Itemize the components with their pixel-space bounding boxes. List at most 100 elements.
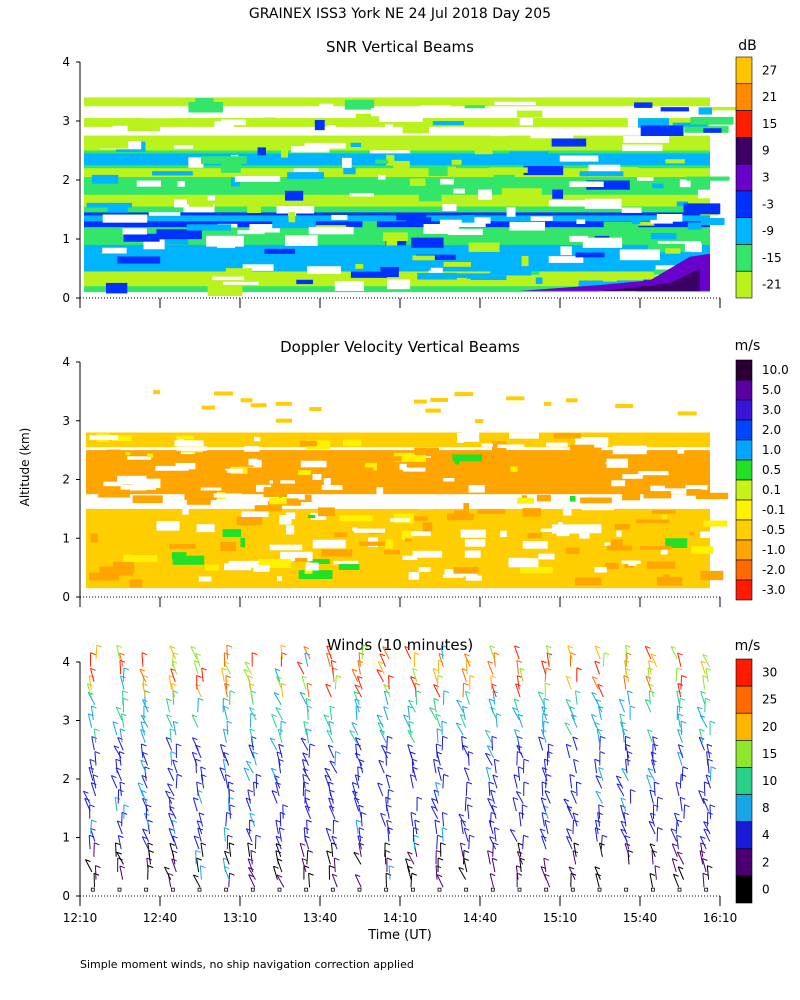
wind-barb: [141, 775, 148, 789]
wind-barb: [513, 729, 520, 743]
wind-barb-flag: [702, 653, 708, 657]
wind-barb-flag: [249, 812, 255, 816]
wind-barb: [512, 707, 520, 721]
wind-barb: [142, 798, 149, 812]
velocity-cell: [703, 520, 728, 527]
velocity-cell: [176, 435, 195, 440]
velocity-cell: [309, 407, 322, 412]
wind-barb: [141, 836, 149, 850]
snr-cell: [188, 101, 223, 113]
wind-barb-flag: [514, 728, 520, 732]
wind-barb-flag: [93, 872, 100, 876]
snr-cell: [548, 200, 588, 207]
snr-colorbar-label: -15: [762, 251, 782, 265]
wind-barb-flag: [195, 849, 201, 853]
wind-colorbar-swatch: [735, 848, 753, 877]
wind-barb-flag: [645, 645, 651, 649]
wind-barb-flag: [566, 675, 572, 679]
wind-barb: [140, 759, 147, 774]
wind-barb-flag: [243, 669, 249, 672]
snr-cell: [380, 266, 399, 278]
snr-cell: [690, 116, 734, 125]
wind-barb: [248, 707, 257, 721]
velocity-cell: [565, 398, 578, 403]
wind-barb: [621, 768, 629, 781]
wind-barb-flag: [308, 872, 314, 876]
wind-barb-flag: [463, 849, 470, 853]
wind-barb: [379, 729, 387, 743]
snr-cell: [523, 165, 564, 176]
snr-cell: [370, 108, 412, 117]
snr-cell: [189, 200, 214, 207]
wind-barb-flag: [91, 705, 97, 709]
wind-barb: [219, 744, 225, 759]
wind-barb: [573, 759, 577, 774]
wind-barb-flag: [624, 835, 631, 839]
snr-colorbar-label: 21: [762, 90, 777, 104]
snr-cell: [122, 228, 148, 235]
wind-barb-flag: [137, 782, 144, 786]
snr-cell: [509, 221, 546, 231]
wind-barb: [436, 835, 438, 850]
wind-barb-flag: [413, 834, 419, 838]
snr-colorbar-swatch: [735, 56, 753, 85]
wind-barb-flag: [709, 804, 716, 808]
wind-barb-flag: [469, 834, 475, 838]
wind-x-tick-label: 13:10: [223, 911, 258, 925]
snr-cell: [489, 167, 528, 173]
wind-barb: [113, 745, 122, 759]
velocity-cell: [406, 498, 413, 505]
wind-barb: [280, 683, 284, 698]
wind-barb: [433, 684, 441, 698]
velocity-cell: [427, 476, 442, 484]
wind-barb-flag: [270, 737, 276, 741]
snr-cell: [296, 279, 313, 285]
velocity-cell: [220, 541, 237, 552]
snr-cell: [586, 180, 630, 190]
velocity-cell: [299, 440, 318, 447]
snr-cell: [569, 235, 588, 242]
snr-colorbar-swatch: [735, 244, 753, 272]
snr-cell: [350, 271, 387, 278]
wind-barb: [302, 768, 311, 781]
wind-barb-flag: [383, 706, 389, 710]
wind-barb: [300, 737, 309, 751]
velocity-cell: [685, 485, 708, 490]
snr-cell: [123, 233, 160, 242]
wind-barb-flag: [196, 675, 202, 678]
vel-y-tick-label: 0: [62, 590, 70, 604]
vel-colorbar-swatch: [735, 399, 753, 421]
snr-cell: [491, 130, 508, 137]
snr-cell: [569, 181, 604, 188]
wind-barb-flag: [114, 796, 121, 800]
wind-barb-flag: [246, 828, 252, 832]
velocity-cell: [665, 538, 688, 549]
wind-barb-flag: [598, 766, 604, 770]
wind-barb: [115, 842, 117, 857]
wind-barb-flag: [328, 781, 334, 785]
wind-barb-flag: [517, 751, 523, 755]
wind-barb-flag: [623, 812, 629, 816]
wind-barb: [515, 683, 521, 698]
velocity-cell: [468, 485, 485, 493]
snr-cell: [370, 150, 411, 154]
wind-barb-flag: [700, 836, 706, 839]
snr-cell: [672, 122, 708, 127]
wind-barb: [122, 667, 125, 682]
wind-barb: [677, 729, 683, 743]
wind-barb-flag: [273, 865, 279, 869]
wind-barb-flag: [176, 773, 183, 777]
velocity-cell: [234, 477, 248, 486]
wind-barb-flag: [625, 743, 631, 747]
wind-barb: [646, 774, 652, 789]
wind-barb: [597, 684, 604, 698]
wind-barb-flag: [624, 659, 630, 663]
velocity-cell: [323, 478, 331, 488]
wind-barb: [572, 812, 578, 827]
velocity-cell: [402, 555, 418, 561]
wind-barb-flag: [249, 728, 256, 732]
wind-barb-flag: [144, 766, 150, 770]
velocity-cell: [453, 567, 479, 574]
wind-barb: [275, 782, 280, 797]
wind-barb-flag: [172, 850, 178, 854]
